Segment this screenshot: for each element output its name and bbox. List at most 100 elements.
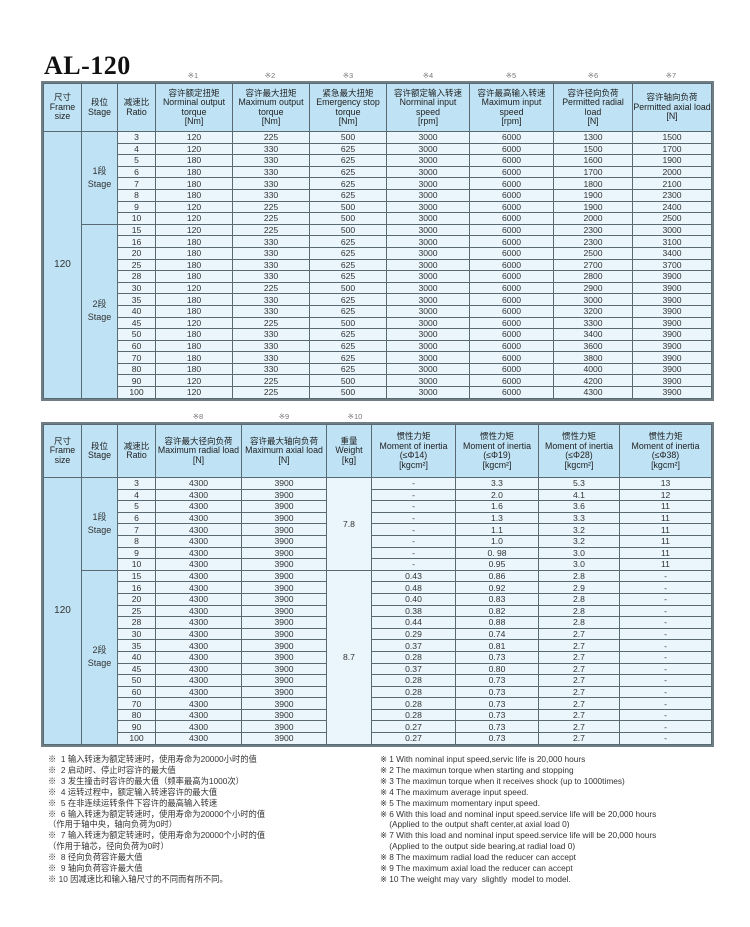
value-cell: 120 xyxy=(155,386,233,399)
value-cell: 120 xyxy=(155,200,233,214)
table-row: 4 4300 3900 -2.0 4.1 12 xyxy=(44,488,712,502)
value-cell: 3000 xyxy=(386,304,470,318)
value-cell: 3400 xyxy=(632,246,712,260)
value-cell: 6000 xyxy=(469,362,554,376)
table-row: 5 4300 3900 -1.6 3.6 11 xyxy=(44,500,712,513)
header-cn: 容许轴向负荷 xyxy=(646,92,698,103)
header-unit: [kg] xyxy=(341,454,357,465)
value-cell: 1700 xyxy=(553,165,633,179)
value-cell: 120 xyxy=(155,316,233,330)
value-cell: 6000 xyxy=(469,246,554,260)
value-cell: 500 xyxy=(309,200,387,214)
value-cell: 3200 xyxy=(553,304,633,318)
header-unit: [kgcm²] xyxy=(651,459,680,470)
value-cell: 330 xyxy=(232,304,310,318)
value-cell: 625 xyxy=(309,339,387,353)
ratio-cell: 8 xyxy=(117,534,156,548)
ratio-cell: 60 xyxy=(117,685,156,699)
value-cell: 120 xyxy=(155,281,233,295)
header-cn: 紧急最大扭矩 xyxy=(322,87,374,98)
header-en: Moment of inertia xyxy=(545,440,613,451)
ratio-cell: 10 xyxy=(117,558,156,571)
value-cell: 0.88 xyxy=(455,616,539,629)
value-cell: 0.73 xyxy=(455,732,539,745)
ratio-cell: 5 xyxy=(117,154,156,167)
table-row: 20 180 330 625 3000 6000 2500 3400 xyxy=(44,246,712,260)
value-cell: 0.28 xyxy=(371,708,456,722)
value-cell: 120 xyxy=(155,212,233,225)
value-cell: 1.6 xyxy=(455,500,539,513)
value-cell: 500 xyxy=(309,131,387,144)
ratio-cell: 4 xyxy=(117,488,156,502)
value-cell: 0.92 xyxy=(455,581,539,594)
value-cell: 3000 xyxy=(386,142,470,156)
table-row: 6 180 330 625 3000 6000 1700 2000 xyxy=(44,165,712,179)
value-cell: 225 xyxy=(232,374,310,388)
value-cell: - xyxy=(371,511,456,525)
value-cell: 625 xyxy=(309,293,387,306)
header-cn: 惯性力矩 xyxy=(648,431,683,441)
footnote-line: (Applied to the output shaft center,at a… xyxy=(380,819,570,830)
value-cell: 6000 xyxy=(469,235,554,248)
ratio-cell: 6 xyxy=(117,511,156,525)
value-cell: 11 xyxy=(619,558,712,571)
value-cell: 6000 xyxy=(469,131,554,144)
header-en: Ratio xyxy=(126,450,147,460)
header-unit: [rpm] xyxy=(501,116,522,126)
column-header: 容许最高输入转速 Maximum input speed [rpm] xyxy=(469,83,554,132)
value-cell: 225 xyxy=(232,281,310,295)
ratio-cell: 7 xyxy=(117,177,156,190)
ratio-cell: 80 xyxy=(117,362,156,376)
column-header: 惯性力矩 Moment of inertia (≤Φ14) [kgcm²] xyxy=(371,424,456,478)
value-cell: 4300 xyxy=(155,546,242,560)
value-cell: 11 xyxy=(619,546,712,560)
footnote-line: ※ 7 With this load and nominal input spe… xyxy=(380,830,657,841)
header-en: Stage xyxy=(88,450,111,460)
value-cell: 625 xyxy=(309,177,387,190)
stage-cn: 1段 xyxy=(92,511,107,522)
footnote-line: ※ 5 在非连续运转条件下容许的最高输入转速 xyxy=(48,797,218,808)
stage-en: Stage xyxy=(87,312,112,323)
value-cell: 625 xyxy=(309,362,387,376)
value-cell: 3000 xyxy=(386,235,470,248)
value-cell: 4300 xyxy=(155,523,242,536)
value-cell: - xyxy=(619,569,712,583)
table-row: 90 4300 3900 0.27 0.73 2.7- xyxy=(44,720,712,734)
value-cell: 0.86 xyxy=(455,569,539,583)
value-cell: 2.7 xyxy=(538,732,620,745)
ratio-cell: 50 xyxy=(117,674,156,687)
ratio-cell: 16 xyxy=(117,235,156,248)
table-row: 10 4300 3900 -0.95 3.0 11 xyxy=(44,558,712,571)
value-cell: 0.28 xyxy=(371,650,456,664)
header-en: Norminal output torque xyxy=(162,97,226,117)
value-cell: - xyxy=(619,674,712,687)
value-cell: 2.7 xyxy=(538,685,620,699)
header-en: Stage xyxy=(88,106,111,117)
value-cell: 3.6 xyxy=(538,500,620,513)
value-cell: 6000 xyxy=(469,258,554,272)
value-cell: 3100 xyxy=(632,235,712,248)
ratio-cell: 70 xyxy=(117,697,156,710)
table-row: 70 4300 3900 0.28 0.73 2.7- xyxy=(44,697,712,710)
header-sub: (≤Φ14) xyxy=(399,450,428,460)
value-cell: 330 xyxy=(232,177,310,190)
value-cell: 3000 xyxy=(386,328,470,341)
value-cell: 2500 xyxy=(553,246,633,260)
column-header: 段位 Stage xyxy=(81,424,118,478)
header-cn: 容许额定输入转速 xyxy=(393,87,462,98)
value-cell: 500 xyxy=(309,212,387,225)
ratio-cell: 4 xyxy=(117,142,156,156)
footnote-line: ※ 3 The maximun torque when it receives … xyxy=(380,775,625,786)
value-cell: 3900 xyxy=(241,662,327,676)
ratio-cell: 9 xyxy=(117,546,156,560)
value-cell: 2100 xyxy=(632,177,712,190)
value-cell: 1500 xyxy=(553,142,633,156)
value-cell: 6000 xyxy=(469,293,554,306)
header-en: Emergency stop torque xyxy=(316,97,380,117)
header-unit: [N] xyxy=(587,116,599,126)
header-unit: [kgcm²] xyxy=(564,459,594,470)
value-cell: 6000 xyxy=(469,142,554,156)
value-cell: 625 xyxy=(309,142,387,156)
value-cell: 4300 xyxy=(155,639,242,652)
column-header: 尺寸 Frame size xyxy=(43,83,82,132)
